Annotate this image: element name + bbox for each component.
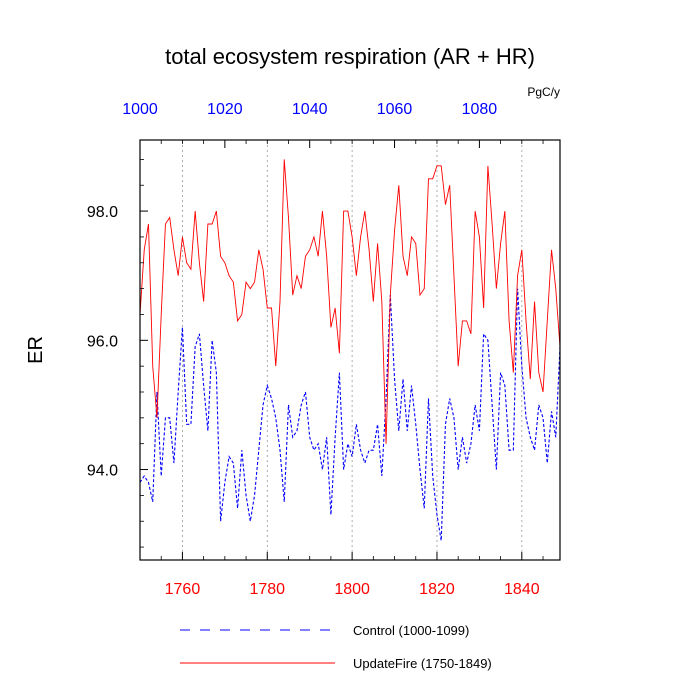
series-line-control [140, 288, 560, 541]
series-group [140, 159, 560, 541]
y-tick-label: 94.0 [87, 463, 118, 480]
grid-lines [182, 140, 523, 560]
y-axis-label: ER [25, 336, 47, 364]
x-top-tick-label: 1060 [377, 101, 413, 118]
chart-title: total ecosystem respiration (AR + HR) [165, 44, 535, 69]
legend: Control (1000-1099) UpdateFire (1750-1849… [180, 623, 492, 671]
x-bottom-tick-label: 1760 [165, 581, 201, 598]
x-bottom-tick-label: 1800 [334, 581, 370, 598]
x-bottom-tick-label: 1820 [419, 581, 455, 598]
series-line-updatefire [140, 159, 560, 444]
legend-label-control: Control (1000-1099) [353, 623, 469, 638]
x-bottom-tick-label: 1840 [504, 581, 540, 598]
y-tick-label: 96.0 [87, 333, 118, 350]
x-top-tick-label: 1080 [462, 101, 498, 118]
units-label: PgC/y [527, 85, 560, 99]
y-tick-label: 98.0 [87, 204, 118, 221]
x-top-tick-label: 1000 [122, 101, 158, 118]
plot-frame [139, 139, 561, 561]
axes-group: 1760 1780 1800 1820 1840 1000 1020 1040 1060 1080… [87, 101, 561, 598]
x-bottom-tick-label: 1780 [249, 581, 285, 598]
x-top-tick-label: 1040 [292, 101, 328, 118]
legend-label-updatefire: UpdateFire (1750-1849) [353, 656, 492, 671]
x-top-tick-label: 1020 [207, 101, 243, 118]
